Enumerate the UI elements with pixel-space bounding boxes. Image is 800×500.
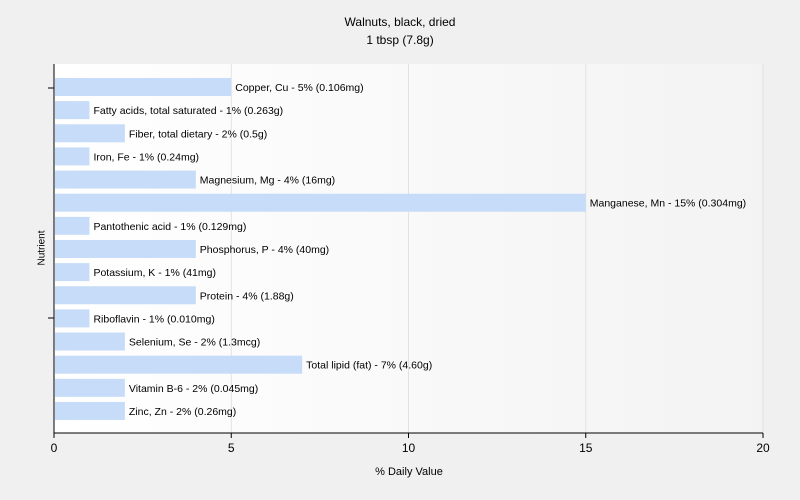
bar (55, 239, 196, 258)
bar (55, 332, 125, 351)
bar (55, 378, 125, 397)
bar (55, 355, 303, 374)
bar-label: Total lipid (fat) - 7% (4.60g) (306, 360, 432, 372)
bar (55, 309, 90, 328)
bar-label: Phosphorus, P - 4% (40mg) (200, 244, 329, 256)
bar (55, 101, 90, 120)
bar (55, 124, 125, 143)
bar-label: Magnesium, Mg - 4% (16mg) (200, 175, 335, 187)
bar-label: Potassium, K - 1% (41mg) (93, 267, 216, 279)
x-tick-label: 20 (756, 441, 770, 455)
bar (55, 263, 90, 282)
bar-label: Fatty acids, total saturated - 1% (0.263… (93, 105, 283, 117)
chart-subtitle: 1 tbsp (7.8g) (366, 33, 434, 47)
bar-label: Zinc, Zn - 2% (0.26mg) (129, 406, 236, 418)
chart-title: Walnuts, black, dried (344, 15, 456, 29)
bar-label: Iron, Fe - 1% (0.24mg) (93, 151, 199, 163)
bar (55, 401, 125, 420)
bar-label: Vitamin B-6 - 2% (0.045mg) (129, 383, 258, 395)
x-axis-label: % Daily Value (375, 466, 443, 478)
bar (55, 286, 196, 305)
bar (55, 216, 90, 235)
bar-label: Selenium, Se - 2% (1.3mcg) (129, 337, 260, 349)
x-tick-label: 10 (402, 441, 416, 455)
x-tick-label: 0 (51, 441, 58, 455)
bar-label: Riboflavin - 1% (0.010mg) (93, 313, 214, 325)
bar-label: Manganese, Mn - 15% (0.304mg) (590, 198, 746, 210)
bar (55, 170, 196, 189)
bar (55, 193, 586, 212)
bar-label: Copper, Cu - 5% (0.106mg) (235, 82, 363, 94)
x-tick-label: 5 (228, 441, 235, 455)
bar-label: Pantothenic acid - 1% (0.129mg) (93, 221, 246, 233)
bar-label: Fiber, total dietary - 2% (0.5g) (129, 128, 267, 140)
bar (55, 147, 90, 166)
bar-label: Protein - 4% (1.88g) (200, 290, 294, 302)
bar (55, 78, 232, 96)
x-tick-label: 15 (579, 441, 593, 455)
